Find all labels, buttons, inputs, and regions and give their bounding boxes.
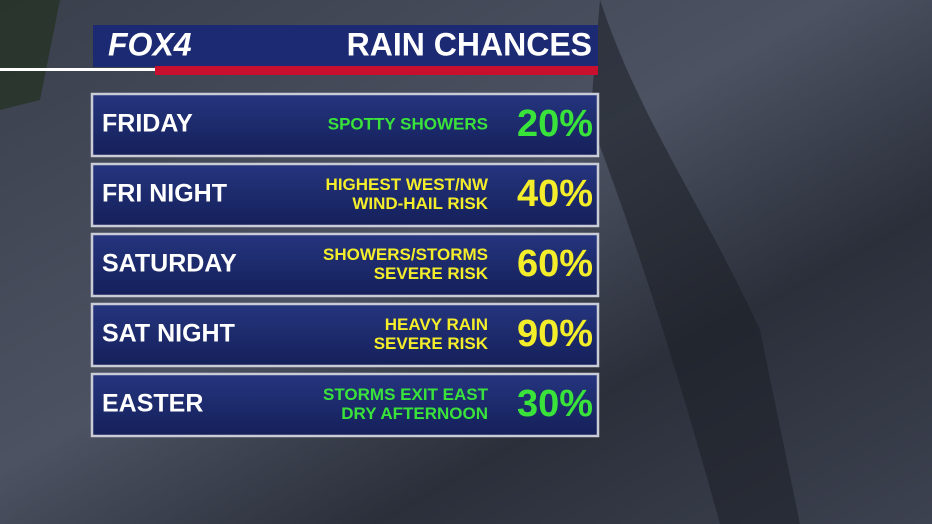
chance: 60% xyxy=(517,243,593,285)
chance: 40% xyxy=(517,173,593,215)
shadow xyxy=(590,0,800,524)
chance: 30% xyxy=(517,383,593,425)
header-line xyxy=(0,68,155,71)
detail: HEAVY RAIN xyxy=(385,315,488,334)
chance: 20% xyxy=(517,103,593,145)
row-panel xyxy=(90,372,600,438)
row-panel xyxy=(90,302,600,368)
day: SATURDAY xyxy=(102,250,237,278)
header-bar xyxy=(93,25,598,67)
row-panel xyxy=(90,162,600,228)
row-panel xyxy=(90,92,600,158)
detail: SEVERE RISK xyxy=(374,334,489,353)
detail: HIGHEST WEST/NW xyxy=(326,175,489,194)
detail: SEVERE RISK xyxy=(374,264,489,283)
detail: WIND-HAIL RISK xyxy=(352,194,488,213)
detail: DRY AFTERNOON xyxy=(341,404,488,423)
detail: SHOWERS/STORMS xyxy=(323,245,488,264)
grass xyxy=(0,0,60,110)
detail: SPOTTY SHOWERS xyxy=(328,114,488,133)
day: SAT NIGHT xyxy=(102,320,235,348)
day: EASTER xyxy=(102,390,203,418)
title: RAIN CHANCES xyxy=(347,26,592,62)
header-stripe xyxy=(155,66,598,75)
row-panel xyxy=(90,232,600,298)
day: FRIDAY xyxy=(102,110,193,138)
day: FRI NIGHT xyxy=(102,180,227,208)
detail: STORMS EXIT EAST xyxy=(323,385,489,404)
logo: FOX4 xyxy=(108,26,192,62)
chance: 90% xyxy=(517,313,593,355)
